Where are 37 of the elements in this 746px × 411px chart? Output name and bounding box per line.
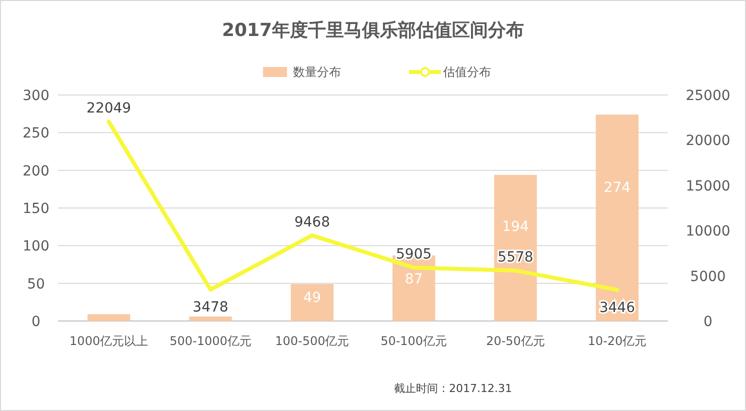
y2-tick-label: 10000 xyxy=(686,224,730,240)
x-tick-label: 100-500亿元 xyxy=(275,334,350,348)
y-tick-label: 100 xyxy=(22,238,50,255)
y2-tick-label: 25000 xyxy=(686,88,730,104)
data-label: 5578 xyxy=(498,250,534,266)
bar xyxy=(290,284,334,321)
data-label: 22049 xyxy=(86,100,132,117)
bar xyxy=(87,314,130,321)
y-tick-label: 300 xyxy=(22,88,50,104)
x-tick-label: 1000亿元以上 xyxy=(70,334,148,348)
y2-tick-label: 20000 xyxy=(686,133,730,150)
legend-label: 数量分布 xyxy=(293,65,341,79)
legend-label: 估值分布 xyxy=(442,65,491,79)
y2-tick-label: 0 xyxy=(704,314,712,330)
x-tick-label: 500-1000亿元 xyxy=(170,334,252,348)
x-tick-label: 10-20亿元 xyxy=(588,334,647,348)
data-label: 3446 xyxy=(599,300,636,316)
data-label: 274 xyxy=(604,180,631,196)
y-tick-label: 250 xyxy=(22,126,50,142)
data-label: 49 xyxy=(303,290,322,306)
data-label: 5905 xyxy=(396,246,432,263)
data-label: 87 xyxy=(404,271,423,288)
data-label: 9468 xyxy=(294,214,330,230)
x-tick-label: 50-100亿元 xyxy=(380,334,448,348)
y-tick-label: 150 xyxy=(22,201,50,217)
data-label: 3478 xyxy=(192,300,228,316)
y-tick-label: 0 xyxy=(32,314,40,330)
y-tick-label: 200 xyxy=(22,163,50,180)
bar xyxy=(596,114,639,321)
chart-title: 2017年度千里马俱乐部估值区间分布 xyxy=(222,20,524,41)
x-tick-label: 20-50亿元 xyxy=(486,334,545,348)
y2-tick-label: 15000 xyxy=(686,178,730,194)
y2-tick-label: 5000 xyxy=(690,268,726,285)
data-label: 194 xyxy=(502,219,529,236)
y-tick-label: 50 xyxy=(27,276,45,292)
text: 截止时间：2017.12.31 xyxy=(394,382,512,395)
bar xyxy=(189,316,232,321)
